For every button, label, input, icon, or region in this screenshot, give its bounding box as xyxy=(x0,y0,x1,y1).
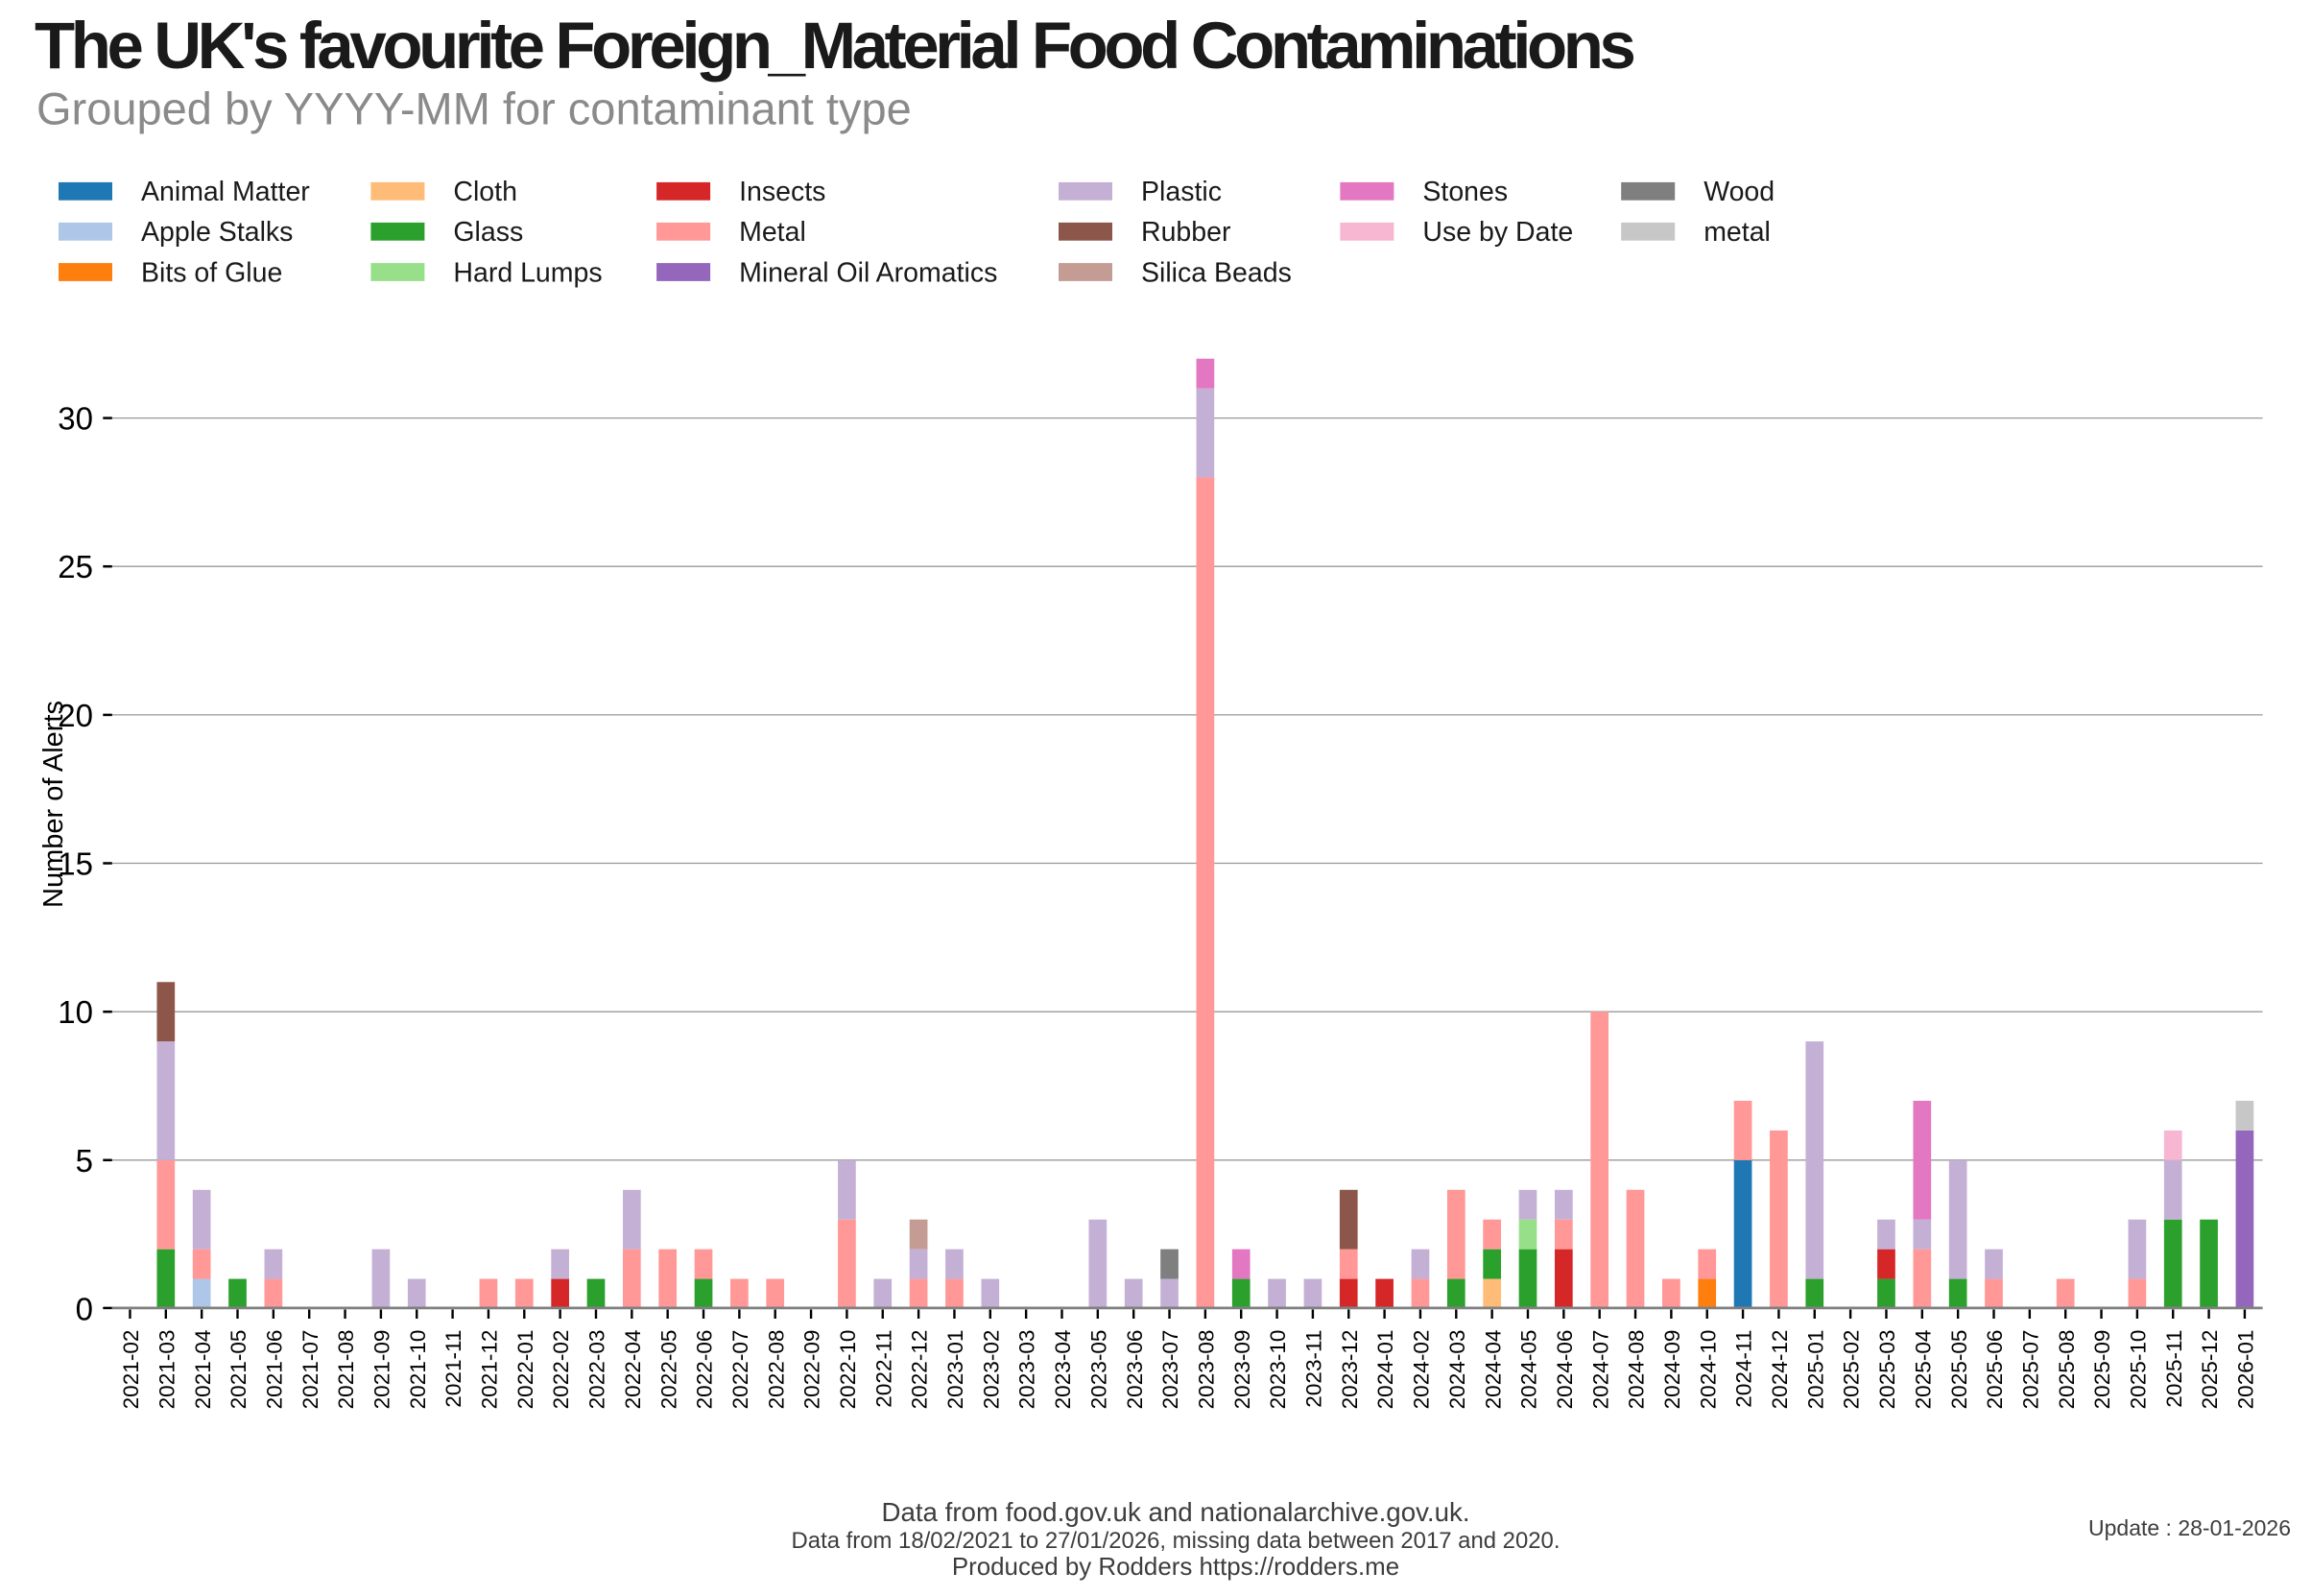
svg-text:2022-11: 2022-11 xyxy=(871,1330,895,1408)
svg-text:Mineral Oil Aromatics: Mineral Oil Aromatics xyxy=(739,257,997,288)
svg-text:2024-03: 2024-03 xyxy=(1445,1330,1469,1410)
svg-text:2023-02: 2023-02 xyxy=(979,1330,1003,1410)
svg-text:2025-09: 2025-09 xyxy=(2090,1330,2114,1410)
svg-text:2025-11: 2025-11 xyxy=(2162,1330,2186,1408)
svg-text:2023-03: 2023-03 xyxy=(1015,1330,1039,1410)
svg-text:2022-10: 2022-10 xyxy=(836,1330,860,1410)
svg-text:The UK's favourite Foreign_Mat: The UK's favourite Foreign_Material Food… xyxy=(35,9,1633,83)
svg-text:Animal Matter: Animal Matter xyxy=(141,177,310,207)
svg-text:Data from food.gov.uk and nati: Data from food.gov.uk and nationalarchiv… xyxy=(881,1497,1469,1527)
svg-text:Silica Beads: Silica Beads xyxy=(1141,257,1292,288)
svg-text:2022-02: 2022-02 xyxy=(549,1330,573,1410)
svg-text:2023-06: 2023-06 xyxy=(1123,1330,1147,1410)
svg-text:2024-01: 2024-01 xyxy=(1373,1330,1397,1410)
svg-text:2022-01: 2022-01 xyxy=(513,1330,537,1410)
svg-text:2022-04: 2022-04 xyxy=(621,1330,645,1410)
svg-text:2022-12: 2022-12 xyxy=(908,1330,932,1410)
svg-text:2025-12: 2025-12 xyxy=(2198,1330,2222,1410)
svg-text:2023-07: 2023-07 xyxy=(1158,1330,1182,1410)
svg-text:2022-09: 2022-09 xyxy=(800,1330,824,1410)
svg-text:Wood: Wood xyxy=(1703,177,1775,207)
svg-text:20: 20 xyxy=(58,698,93,733)
svg-text:Glass: Glass xyxy=(453,217,523,248)
svg-text:0: 0 xyxy=(76,1292,93,1327)
svg-text:2023-05: 2023-05 xyxy=(1086,1330,1110,1410)
svg-text:Stones: Stones xyxy=(1422,177,1508,207)
svg-text:2024-06: 2024-06 xyxy=(1553,1330,1577,1410)
svg-text:Update : 28-01-2026: Update : 28-01-2026 xyxy=(2088,1515,2291,1540)
svg-text:2021-10: 2021-10 xyxy=(406,1330,430,1410)
svg-text:15: 15 xyxy=(58,846,93,882)
svg-text:2025-06: 2025-06 xyxy=(1983,1330,2007,1410)
svg-text:2024-07: 2024-07 xyxy=(1588,1330,1612,1410)
svg-text:Apple Stalks: Apple Stalks xyxy=(141,217,293,248)
svg-text:Plastic: Plastic xyxy=(1141,177,1222,207)
svg-text:2021-06: 2021-06 xyxy=(262,1330,286,1410)
svg-text:Rubber: Rubber xyxy=(1141,217,1231,248)
svg-text:2024-04: 2024-04 xyxy=(1481,1330,1505,1410)
svg-text:2021-08: 2021-08 xyxy=(334,1330,358,1410)
svg-text:2022-07: 2022-07 xyxy=(728,1330,752,1410)
svg-text:2021-02: 2021-02 xyxy=(119,1330,143,1410)
svg-text:2025-08: 2025-08 xyxy=(2055,1330,2079,1410)
svg-text:2021-11: 2021-11 xyxy=(441,1330,465,1408)
svg-text:2023-08: 2023-08 xyxy=(1194,1330,1218,1410)
svg-text:2021-09: 2021-09 xyxy=(370,1330,394,1410)
svg-text:2025-05: 2025-05 xyxy=(1947,1330,1971,1410)
svg-text:2025-10: 2025-10 xyxy=(2126,1330,2150,1410)
svg-text:2021-03: 2021-03 xyxy=(155,1330,179,1410)
svg-text:30: 30 xyxy=(58,401,93,437)
svg-text:metal: metal xyxy=(1703,217,1771,248)
svg-text:2022-08: 2022-08 xyxy=(764,1330,788,1410)
svg-text:2023-10: 2023-10 xyxy=(1266,1330,1290,1410)
svg-text:2021-12: 2021-12 xyxy=(478,1330,502,1410)
svg-text:Cloth: Cloth xyxy=(453,177,517,207)
svg-text:2023-09: 2023-09 xyxy=(1230,1330,1254,1410)
svg-text:25: 25 xyxy=(58,549,93,584)
svg-text:2025-02: 2025-02 xyxy=(1840,1330,1864,1410)
svg-text:Produced by Rodders https://ro: Produced by Rodders https://rodders.me xyxy=(952,1554,1399,1581)
svg-text:2025-04: 2025-04 xyxy=(1911,1330,1935,1410)
svg-text:2023-01: 2023-01 xyxy=(943,1330,967,1410)
svg-text:2022-05: 2022-05 xyxy=(656,1330,680,1410)
svg-text:2021-05: 2021-05 xyxy=(226,1330,250,1410)
svg-text:Metal: Metal xyxy=(739,217,806,248)
svg-text:2021-04: 2021-04 xyxy=(191,1330,215,1410)
svg-text:2024-10: 2024-10 xyxy=(1696,1330,1720,1410)
svg-text:2024-08: 2024-08 xyxy=(1625,1330,1649,1410)
svg-text:2023-11: 2023-11 xyxy=(1302,1330,1326,1408)
svg-text:Use by Date: Use by Date xyxy=(1422,217,1573,248)
svg-text:2024-02: 2024-02 xyxy=(1410,1330,1434,1410)
svg-text:Insects: Insects xyxy=(739,177,825,207)
svg-text:2024-05: 2024-05 xyxy=(1517,1330,1541,1410)
svg-text:10: 10 xyxy=(58,994,93,1030)
svg-text:2025-01: 2025-01 xyxy=(1803,1330,1827,1410)
svg-text:Bits of Glue: Bits of Glue xyxy=(141,257,282,288)
svg-text:2024-11: 2024-11 xyxy=(1732,1330,1756,1408)
svg-text:2024-12: 2024-12 xyxy=(1768,1330,1792,1410)
svg-text:2023-12: 2023-12 xyxy=(1338,1330,1362,1410)
svg-text:2022-06: 2022-06 xyxy=(693,1330,717,1410)
svg-text:2025-07: 2025-07 xyxy=(2018,1330,2042,1410)
svg-text:Data from 18/02/2021 to 27/01/: Data from 18/02/2021 to 27/01/2026, miss… xyxy=(792,1528,1561,1554)
svg-text:Number of Alerts: Number of Alerts xyxy=(38,701,69,908)
svg-text:2023-04: 2023-04 xyxy=(1051,1330,1075,1410)
svg-text:Grouped by YYYY-MM for contami: Grouped by YYYY-MM for contaminant type xyxy=(36,83,912,134)
svg-text:Hard Lumps: Hard Lumps xyxy=(453,257,602,288)
svg-text:2022-03: 2022-03 xyxy=(585,1330,609,1410)
svg-text:2026-01: 2026-01 xyxy=(2234,1330,2258,1410)
svg-text:2025-03: 2025-03 xyxy=(1875,1330,1899,1410)
svg-text:2021-07: 2021-07 xyxy=(298,1330,322,1410)
svg-text:2024-09: 2024-09 xyxy=(1660,1330,1684,1410)
svg-text:5: 5 xyxy=(76,1143,93,1179)
